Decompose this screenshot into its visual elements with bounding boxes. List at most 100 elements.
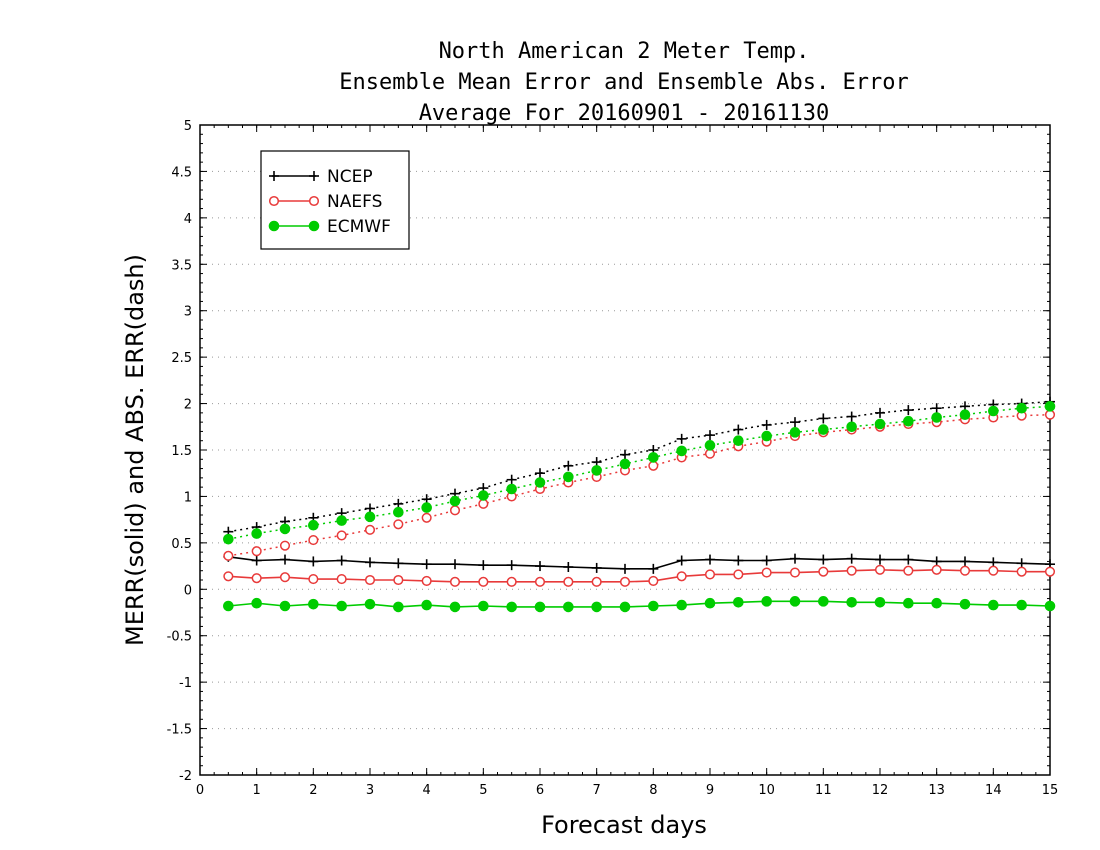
ncep-merr-point xyxy=(251,555,262,566)
x-tick-label: 4 xyxy=(423,783,431,798)
ecmwf-merr-point xyxy=(648,600,659,612)
ecmwf-merr-point xyxy=(336,600,347,612)
ecmwf-merr-point xyxy=(988,599,999,611)
y-tick-label: -1.5 xyxy=(167,723,192,738)
ecmwf-merr-point xyxy=(959,598,971,610)
title-line-3: Average For 20160901 - 20161130 xyxy=(419,101,830,126)
ncep-abs-err-point xyxy=(705,430,715,441)
y-axis-label: MERR(solid) and ABS. ERR(dash) xyxy=(121,254,149,646)
ecmwf-merr-point xyxy=(251,597,262,609)
naefs-merr-point xyxy=(761,567,772,578)
ncep-merr-point xyxy=(421,559,432,570)
ecmwf-merr-point xyxy=(846,596,857,608)
y-tick-label: 5 xyxy=(184,119,192,134)
x-axis: 0 1 2 3 4 5 6 7 8 9 10 11 12 13 14 15 xyxy=(196,125,1058,798)
x-tick-label: 1 xyxy=(253,783,261,798)
ncep-merr-point xyxy=(960,556,970,567)
naefs-abs-err-point xyxy=(478,498,489,509)
naefs-merr-point xyxy=(364,574,376,586)
title-line-1: North American 2 Meter Temp. xyxy=(439,39,810,64)
x-tick-label: 12 xyxy=(872,783,889,798)
y-tick-label: -0.5 xyxy=(167,630,192,645)
ecmwf-abs-err-point xyxy=(874,418,886,430)
ecmwf-merr-point xyxy=(279,600,291,612)
ncep-abs-err-point xyxy=(931,403,942,414)
ecmwf-merr-point xyxy=(393,601,404,613)
ncep-abs-err-point xyxy=(846,411,857,422)
x-tick-label: 13 xyxy=(928,783,945,798)
ecmwf-abs-err-point xyxy=(846,421,857,433)
x-tick-label: 0 xyxy=(196,783,204,798)
ecmwf-merr-point xyxy=(818,596,829,607)
ncep-merr-point xyxy=(393,558,404,569)
legend-label-naefs: NAEFS xyxy=(327,192,382,212)
naefs-abs-err-point xyxy=(421,512,432,523)
ecmwf-merr-point xyxy=(506,601,517,613)
ecmwf-abs-err-point xyxy=(534,477,546,488)
ncep-merr-point xyxy=(705,554,715,565)
ecmwf-abs-err-point xyxy=(336,515,347,526)
ncep-abs-err-point xyxy=(563,460,574,471)
ecmwf-merr-point xyxy=(676,599,687,611)
ecmwf-abs-err-point xyxy=(506,483,517,495)
ecmwf-merr-point xyxy=(563,601,574,613)
ecmwf-abs-err-point xyxy=(1016,402,1027,414)
ncep-merr-point xyxy=(818,554,829,565)
naefs-merr-point xyxy=(789,567,801,578)
naefs-merr-point xyxy=(818,566,829,577)
naefs-merr-point xyxy=(648,575,659,586)
legend-label-ecmwf: ECMWF xyxy=(327,217,391,237)
ncep-abs-err-line xyxy=(228,400,1051,533)
ecmwf-merr-point xyxy=(619,601,631,613)
y-tick-label: 3.5 xyxy=(171,258,192,273)
naefs-merr-point xyxy=(251,573,262,584)
legend-marker-ecmwf xyxy=(308,220,320,232)
legend-marker-naefs xyxy=(268,195,280,207)
ecmwf-abs-err-point xyxy=(223,533,234,545)
naefs-abs-err-point xyxy=(223,550,234,561)
ncep-merr-point xyxy=(761,555,772,566)
gridlines xyxy=(200,170,1050,730)
x-tick-label: 15 xyxy=(1042,783,1059,798)
ecmwf-abs-err-point xyxy=(648,452,659,463)
ncep-merr-point xyxy=(336,555,347,566)
legend-marker-naefs xyxy=(308,195,320,207)
x-tick-label: 14 xyxy=(985,783,1002,798)
ncep-merr-point xyxy=(620,563,630,574)
ecmwf-abs-err-point xyxy=(733,435,744,447)
y-axis: -2 -1.5 -1 -0.5 0 0.5 1 1.5 2 2.5 3 3.5 4 4.5 5 xyxy=(167,119,1050,784)
x-axis-label: Forecast days xyxy=(541,811,707,839)
ecmwf-abs-err-point xyxy=(421,502,432,513)
series xyxy=(223,396,1056,613)
x-tick-label: 3 xyxy=(366,783,374,798)
naefs-merr-line xyxy=(228,568,1050,583)
x-tick-label: 2 xyxy=(309,783,317,798)
ncep-merr-point xyxy=(676,555,687,566)
ecmwf-abs-err-line xyxy=(228,405,1051,540)
ecmwf-merr-point xyxy=(449,601,461,613)
ncep-merr-point xyxy=(790,553,800,564)
ncep-abs-err-point xyxy=(676,433,687,444)
naefs-merr-point xyxy=(1016,566,1027,577)
ncep-merr-point xyxy=(648,563,659,574)
ncep-abs-err-point xyxy=(620,449,630,460)
naefs-merr-point xyxy=(591,576,602,587)
x-tick-label: 8 xyxy=(649,783,657,798)
ecmwf-merr-point xyxy=(478,600,489,612)
naefs-abs-err-point xyxy=(393,519,404,530)
y-tick-label: -1 xyxy=(179,676,192,691)
naefs-merr-point xyxy=(959,565,971,576)
ecmwf-merr-point xyxy=(591,601,602,613)
ncep-merr-point xyxy=(903,554,914,565)
chart-title: North American 2 Meter Temp. Ensemble Mea… xyxy=(339,39,909,126)
ecmwf-merr-line xyxy=(228,600,1051,608)
ecmwf-merr-point xyxy=(223,600,234,612)
ncep-merr-point xyxy=(846,553,857,564)
naefs-abs-err-point xyxy=(449,505,461,516)
naefs-merr-point xyxy=(393,574,404,586)
ecmwf-abs-err-point xyxy=(478,490,489,501)
ecmwf-merr-point xyxy=(733,596,744,608)
ncep-abs-err-point xyxy=(761,419,772,430)
y-tick-label: 0.5 xyxy=(171,537,192,552)
